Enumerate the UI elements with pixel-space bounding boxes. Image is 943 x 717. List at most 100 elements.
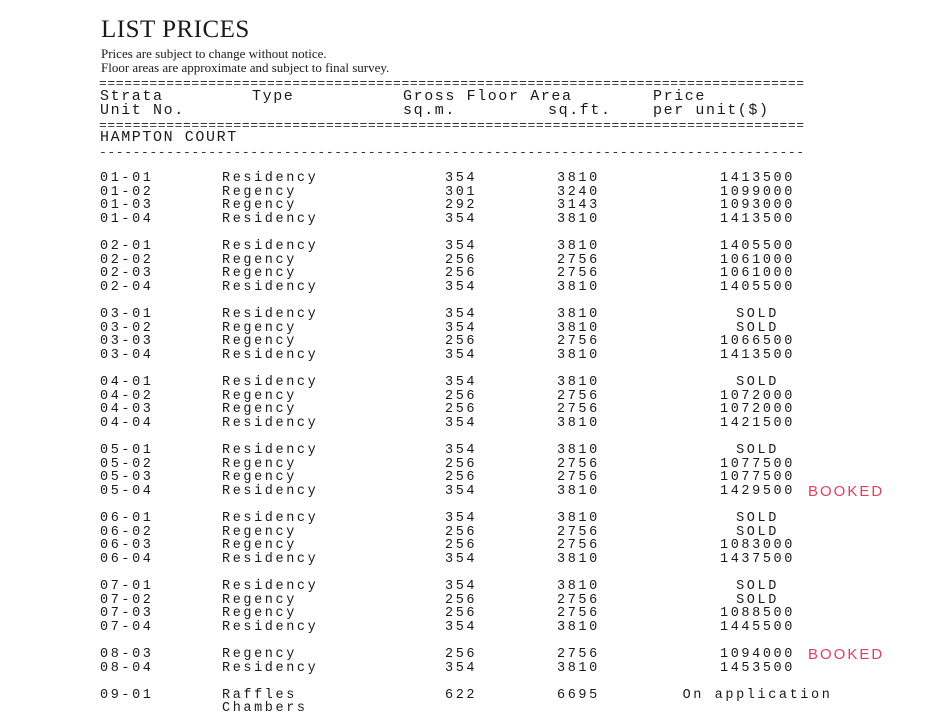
- table-row: 04-02 Regency 256 2756 1072000: [0, 388, 943, 404]
- double-rule: ========================================…: [99, 119, 805, 132]
- unit-no: 06-01: [100, 511, 154, 526]
- area-sqm: 354: [445, 579, 478, 594]
- unit-no: 02-04: [100, 279, 154, 295]
- area-sqm: 354: [445, 279, 478, 295]
- area-sqm: 256: [445, 456, 478, 472]
- area-sqft: 6695: [557, 687, 600, 703]
- area-sqft: 3810: [557, 307, 600, 322]
- area-sqft: 3810: [557, 239, 600, 254]
- unit-no: 04-03: [100, 402, 154, 418]
- price: 1061000: [720, 252, 795, 268]
- price: On application: [682, 687, 833, 703]
- unit-type: Residency: [222, 483, 319, 499]
- area-sqft: 2756: [557, 606, 600, 622]
- table-row: 04-04 Residency 354 3810 1421500: [0, 417, 943, 431]
- unit-no: 05-02: [100, 456, 154, 472]
- area-sqft: 3810: [557, 619, 600, 635]
- area-sqft: 3810: [557, 415, 600, 431]
- price: 1405500: [720, 239, 795, 254]
- area-sqft: 3810: [557, 443, 600, 458]
- table-row: 03-04 Residency 354 3810 1413500: [0, 349, 943, 363]
- unit-no: 06-02: [100, 524, 154, 540]
- unit-no: 01-04: [100, 211, 154, 227]
- price: 1072000: [720, 402, 795, 418]
- price: SOLD: [736, 524, 779, 540]
- table-row: 05-01 Residency 354 3810 SOLD: [0, 444, 943, 458]
- unit-type: Regency: [222, 647, 297, 662]
- price: 1413500: [720, 347, 795, 363]
- area-sqft: 3810: [557, 660, 600, 676]
- unit-type: Regency: [222, 592, 297, 608]
- unit-type: Regency: [222, 456, 297, 472]
- unit-no: 04-01: [100, 375, 154, 390]
- price: 1099000: [720, 184, 795, 200]
- area-sqm: 256: [445, 606, 478, 622]
- table-row: 06-03 Regency 256 2756 1083000: [0, 539, 943, 553]
- area-sqft: 2756: [557, 456, 600, 472]
- area-sqm: 256: [445, 334, 478, 350]
- area-sqft: 3810: [557, 511, 600, 526]
- unit-type: Residency: [222, 307, 319, 322]
- table-row: 01-02 Regency 301 3240 1099000: [0, 184, 943, 200]
- price: 1077500: [720, 470, 795, 486]
- unit-no: 07-02: [100, 592, 154, 608]
- area-sqm: 256: [445, 266, 478, 282]
- unit-type: Residency: [222, 239, 319, 254]
- price: 1066500: [720, 334, 795, 350]
- area-sqft: 2756: [557, 402, 600, 418]
- table-row: 02-02 Regency 256 2756 1061000: [0, 252, 943, 268]
- price: 1421500: [720, 415, 795, 431]
- area-sqm: 622: [445, 687, 478, 703]
- unit-no: 01-03: [100, 198, 154, 214]
- table-row: 02-04 Residency 354 3810 1405500: [0, 281, 943, 295]
- area-sqm: 354: [445, 415, 478, 431]
- price: 1088500: [720, 606, 795, 622]
- unit-no: 06-04: [100, 551, 154, 567]
- area-sqm: 354: [445, 375, 478, 390]
- price: SOLD: [736, 443, 779, 458]
- price: 1437500: [720, 551, 795, 567]
- area-sqft: 2756: [557, 266, 600, 282]
- area-sqm: 354: [445, 171, 478, 186]
- unit-type: Residency: [222, 347, 319, 363]
- page-title: LIST PRICES: [101, 16, 250, 43]
- unit-no: 05-01: [100, 443, 154, 458]
- unit-type: Residency: [222, 579, 319, 594]
- unit-no: 06-03: [100, 538, 154, 554]
- header-unit-line2: Unit No.: [100, 102, 185, 119]
- unit-type: Residency: [222, 279, 319, 295]
- header-price-per-unit: per unit($): [653, 102, 770, 119]
- table-row: 05-03 Regency 256 2756 1077500: [0, 471, 943, 485]
- area-sqft: 2756: [557, 252, 600, 268]
- unit-type: Residency: [222, 375, 319, 390]
- table-row: 04-01 Residency 354 3810 SOLD: [0, 376, 943, 390]
- area-sqm: 256: [445, 538, 478, 554]
- area-sqm: 354: [445, 211, 478, 227]
- price: SOLD: [736, 592, 779, 608]
- unit-type: Residency: [222, 660, 319, 676]
- price: 1094000: [720, 647, 795, 662]
- unit-no: 09-01: [100, 687, 154, 703]
- area-sqm: 301: [445, 184, 478, 200]
- unit-type: Regency: [222, 198, 297, 214]
- unit-no: 03-03: [100, 334, 154, 350]
- area-sqft: 2756: [557, 388, 600, 404]
- area-sqm: 256: [445, 470, 478, 486]
- booked-stamp: BOOKED: [808, 482, 885, 500]
- unit-no: 01-02: [100, 184, 154, 200]
- unit-no: 08-04: [100, 660, 154, 676]
- area-sqm: 256: [445, 524, 478, 540]
- area-sqft: 2756: [557, 592, 600, 608]
- area-sqft: 3240: [557, 184, 600, 200]
- table-row: 06-04 Residency 354 3810 1437500: [0, 553, 943, 567]
- table-row: 01-03 Regency 292 3143 1093000: [0, 199, 943, 213]
- table-row: 02-03 Regency 256 2756 1061000: [0, 267, 943, 281]
- table-row: 04-03 Regency 256 2756 1072000: [0, 403, 943, 417]
- unit-type: Residency: [222, 619, 319, 635]
- unit-type: Regency: [222, 334, 297, 350]
- area-sqm: 256: [445, 592, 478, 608]
- price: SOLD: [736, 375, 779, 390]
- table-row: 03-03 Regency 256 2756 1066500: [0, 335, 943, 349]
- price: 1453500: [720, 660, 795, 676]
